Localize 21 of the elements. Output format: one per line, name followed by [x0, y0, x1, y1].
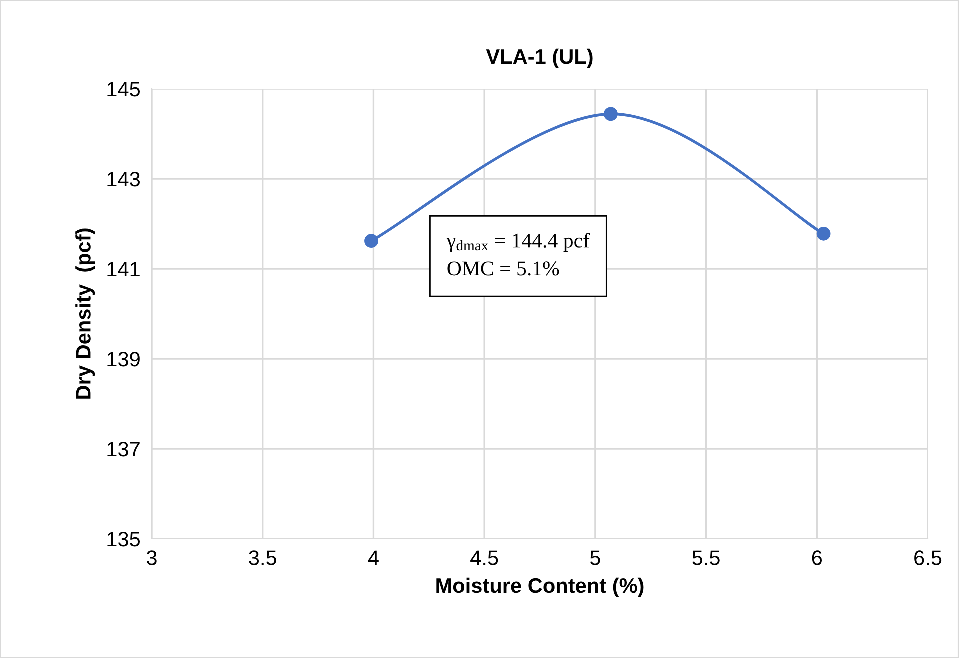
- x-tick-label: 4: [368, 550, 379, 566]
- y-tick-label: 145: [108, 82, 140, 97]
- y-tick-label: 141: [108, 262, 140, 277]
- annotation: γ$_{dmax}$ = 144.4 pcf OMC = 5.1%: [446, 233, 590, 276]
- y-tick-label: 135: [108, 532, 140, 547]
- x-tick-label: 3.5: [249, 550, 276, 566]
- x-axis-title: Moisture Content (%): [436, 578, 644, 598]
- point: [364, 234, 378, 248]
- y-axis-title: Dry Density (pcf): [76, 228, 96, 399]
- y-tick-label: 139: [108, 352, 140, 367]
- y-tick-label: 143: [108, 172, 140, 187]
- point: [604, 107, 618, 122]
- x-tick-label: 3: [147, 550, 157, 566]
- x-tick-label: 6.5: [914, 550, 942, 566]
- chart-title: VLA-1 (UL): [486, 48, 593, 68]
- x-tick-label: 5: [590, 550, 600, 566]
- x-tick-label: 5.5: [692, 550, 720, 566]
- x-tick-label: 4.5: [470, 550, 498, 566]
- x-tick-label: 6: [812, 550, 822, 566]
- y-tick-label: 137: [108, 442, 140, 457]
- point: [816, 226, 831, 241]
